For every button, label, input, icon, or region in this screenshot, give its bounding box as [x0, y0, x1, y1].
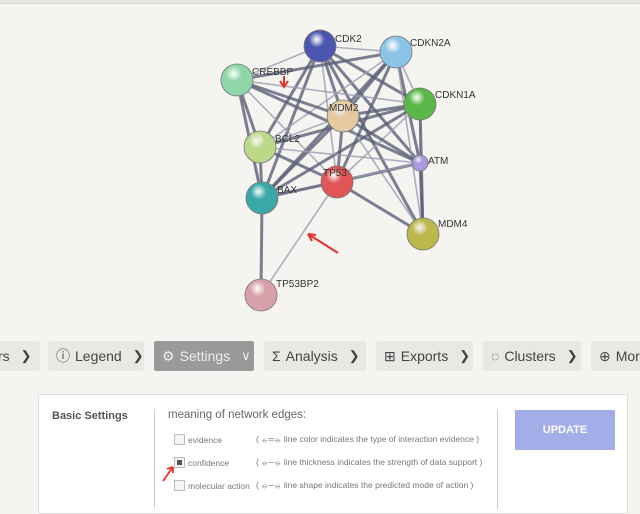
chevron-right-icon: ❯ — [566, 348, 578, 363]
button-label: Settings — [179, 348, 231, 364]
edge-option-molecular-action: molecular action ( ⦵─⦵ line shape indicat… — [174, 480, 473, 491]
option-description: ( ⦵═⦵ line color indicates the type of i… — [256, 434, 480, 444]
node-CDKN1A[interactable]: CDKN1A — [403, 87, 476, 121]
node-CDK2[interactable]: CDK2 — [303, 29, 362, 63]
node-ATM[interactable]: ATM — [411, 154, 448, 172]
node-label: BAX — [277, 185, 297, 196]
settings-panel: Basic Settings meaning of network edges:… — [38, 394, 628, 514]
button-label: Legend — [75, 348, 122, 364]
button-label: Exports — [400, 348, 449, 364]
info-icon: ⓘ — [56, 348, 70, 364]
divider — [154, 409, 155, 509]
edge-BCL2-ATM[interactable] — [259, 146, 421, 164]
chevron-right-icon: ❯ — [459, 348, 471, 363]
checkbox[interactable] — [174, 480, 185, 491]
edge-CDK2-CDKN1A[interactable] — [319, 44, 421, 106]
button-label: Mor — [615, 348, 640, 364]
edge-CDK2-BAX[interactable] — [260, 45, 322, 199]
edge-CDK2-ATM[interactable] — [318, 45, 422, 164]
node-circle[interactable] — [243, 130, 277, 164]
edge-CDKN1A-TP53[interactable] — [336, 103, 421, 183]
edges-heading: meaning of network edges: — [168, 409, 307, 421]
node-label: TP53 — [323, 168, 347, 179]
edge-TP53-TP53BP2[interactable] — [260, 181, 338, 296]
edge-MDM2-MDM4[interactable] — [342, 115, 424, 235]
button-label: Analysis — [285, 348, 338, 364]
toolbar-analysis-button[interactable]: Σ Analysis ❯ — [264, 341, 366, 371]
table-icon: ⊞ — [384, 347, 396, 364]
edge-option-confidence: confidence ( ⦵─⦵ line thickness indicates… — [174, 457, 482, 468]
checkbox[interactable] — [174, 457, 185, 468]
update-button[interactable]: UPDATE — [515, 410, 615, 450]
node-circle[interactable] — [320, 165, 354, 199]
annotation-arrow — [307, 233, 339, 254]
edge-CDKN2A-CREBBP[interactable] — [236, 50, 397, 82]
checkbox[interactable] — [174, 434, 185, 445]
chevron-right-icon: ❯ — [20, 348, 32, 363]
top-border — [0, 0, 640, 4]
toolbar-mor-button[interactable]: ⊕ Mor — [591, 341, 640, 371]
node-TP53[interactable]: TP53 — [320, 165, 354, 199]
toolbar-settings-button[interactable]: ⚙ Settings ∨ — [154, 341, 254, 371]
chevron-down-icon: ∨ — [241, 348, 251, 363]
node-circle[interactable] — [379, 35, 413, 69]
node-label: BCL2 — [275, 134, 300, 145]
node-label: MDM4 — [438, 219, 468, 230]
button-label: Clusters — [504, 348, 556, 364]
edge-CDKN2A-MDM4[interactable] — [395, 51, 424, 235]
node-CREBBP[interactable]: CREBBP — [220, 63, 293, 97]
option-label: molecular action — [188, 480, 250, 491]
gear-icon: ⚙ — [162, 347, 175, 364]
option-description: ( ⦵─⦵ line thickness indicates the stren… — [256, 457, 483, 467]
node-circle[interactable] — [244, 278, 278, 312]
clusters-icon: ◌ — [491, 348, 500, 364]
edge-MDM2-BAX[interactable] — [260, 114, 345, 200]
option-label: confidence — [188, 457, 230, 468]
node-BAX[interactable]: BAX — [245, 181, 297, 215]
button-label: rs — [0, 348, 10, 364]
edge-CREBBP-MDM2[interactable] — [236, 78, 344, 118]
divider — [497, 409, 498, 509]
option-description: ( ⦵─⦵ line shape indicates the predicted… — [256, 480, 474, 490]
chevron-right-icon: ❯ — [132, 348, 144, 363]
toolbar-clusters-button[interactable]: ◌ Clusters ❯ — [483, 341, 581, 371]
node-label: CDKN1A — [435, 90, 476, 101]
chevron-right-icon: ❯ — [348, 348, 360, 363]
toolbar-legend-button[interactable]: ⓘ Legend ❯ — [48, 341, 144, 371]
plus-circle-icon: ⊕ — [599, 347, 611, 364]
node-circle[interactable] — [403, 87, 437, 121]
node-circle[interactable] — [406, 217, 440, 251]
edge-option-evidence: evidence ( ⦵═⦵ line color indicates the t… — [174, 434, 479, 445]
node-label: MDM2 — [329, 103, 359, 114]
edge-TP53-MDM4[interactable] — [336, 180, 424, 236]
node-TP53BP2[interactable]: TP53BP2 — [244, 278, 319, 312]
node-circle[interactable] — [245, 181, 279, 215]
edge-CDKN2A-BCL2[interactable] — [259, 51, 397, 148]
annotation-arrow — [162, 466, 174, 482]
edge-CREBBP-CDKN1A[interactable] — [236, 79, 421, 105]
node-MDM4[interactable]: MDM4 — [406, 217, 468, 251]
toolbar-rs-button[interactable]: rs ❯ — [0, 341, 40, 371]
node-label: CREBBP — [252, 67, 293, 78]
toolbar-exports-button[interactable]: ⊞ Exports ❯ — [376, 341, 473, 371]
node-label: ATM — [428, 156, 448, 167]
node-BCL2[interactable]: BCL2 — [243, 130, 300, 164]
node-circle[interactable] — [303, 29, 337, 63]
node-CDKN2A[interactable]: CDKN2A — [379, 35, 451, 69]
node-circle[interactable] — [220, 63, 254, 97]
sigma-icon: Σ — [272, 348, 281, 364]
section-title: Basic Settings — [52, 410, 128, 422]
node-circle[interactable] — [411, 154, 429, 172]
network-graph[interactable]: CDK2 CDKN2A CREBBP CDKN1A MDM2 BCL2 ATM TP53 BAX… — [0, 0, 640, 330]
node-circle[interactable] — [326, 99, 360, 133]
option-label: evidence — [188, 434, 223, 445]
node-label: TP53BP2 — [276, 279, 319, 290]
node-label: CDKN2A — [410, 38, 451, 49]
annotation-arrow — [279, 76, 289, 89]
node-label: CDK2 — [335, 34, 362, 45]
node-MDM2[interactable]: MDM2 — [326, 99, 360, 133]
